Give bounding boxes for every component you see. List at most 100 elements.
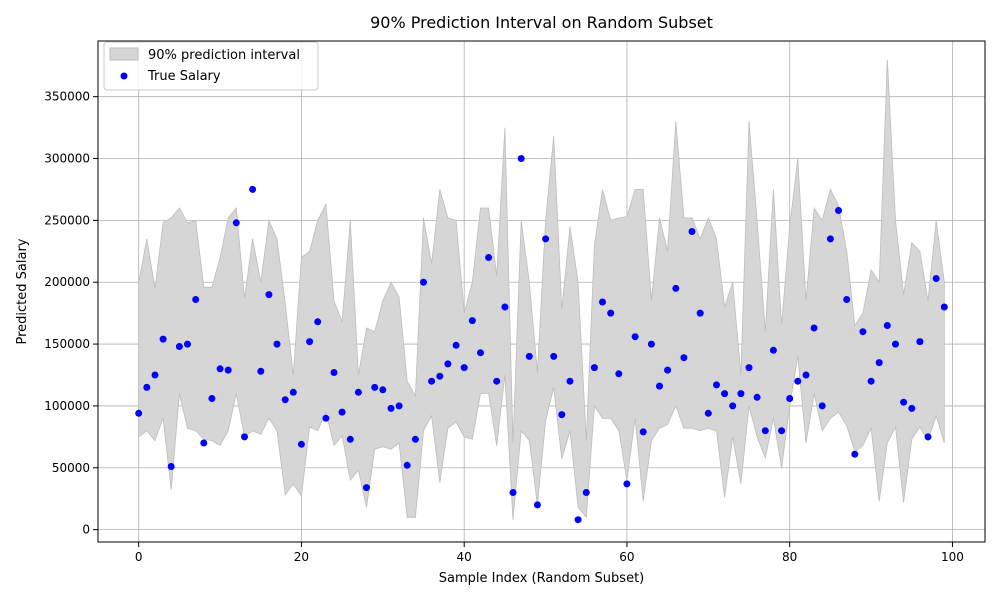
true-salary-points	[135, 155, 948, 524]
true-salary-point	[387, 404, 395, 412]
true-salary-point	[590, 364, 598, 372]
y-axis-ticks: 0 50000 100000 150000 200000 250000 300000 3500…	[44, 90, 98, 537]
true-salary-point	[647, 340, 655, 348]
true-salary-point	[143, 383, 151, 391]
true-salary-point	[525, 352, 533, 360]
true-salary-point	[468, 317, 476, 325]
true-salary-point	[485, 254, 493, 261]
y-tick-label: 50000	[52, 461, 90, 475]
true-salary-point	[656, 382, 663, 390]
x-tick-label: 40	[457, 550, 472, 564]
true-salary-point	[582, 489, 590, 496]
true-salary-point	[786, 395, 794, 402]
true-salary-point	[175, 343, 183, 350]
true-salary-point	[883, 322, 891, 329]
true-salary-point	[135, 409, 143, 417]
true-salary-point	[306, 338, 314, 346]
legend-points-marker	[120, 72, 128, 80]
true-salary-point	[281, 396, 289, 404]
true-salary-point	[216, 365, 224, 373]
true-salary-point	[257, 367, 265, 375]
true-salary-point	[932, 275, 940, 282]
true-salary-point	[232, 219, 240, 227]
true-salary-point	[794, 377, 802, 385]
true-salary-point	[721, 390, 729, 398]
y-tick-label: 350000	[44, 90, 90, 104]
true-salary-point	[940, 303, 948, 311]
true-salary-point	[330, 369, 338, 376]
true-salary-point	[908, 404, 916, 412]
true-salary-point	[241, 433, 248, 441]
true-salary-point	[452, 341, 460, 349]
true-salary-point	[346, 435, 354, 443]
true-salary-point	[599, 298, 606, 306]
true-salary-point	[843, 296, 851, 303]
true-salary-point	[151, 371, 159, 379]
true-salary-point	[688, 228, 696, 235]
x-tick-label: 20	[294, 550, 309, 564]
true-salary-point	[436, 372, 444, 380]
true-salary-point	[550, 352, 558, 360]
true-salary-point	[509, 489, 517, 496]
chart-title: 90% Prediction Interval on Random Subset	[370, 13, 713, 32]
true-salary-point	[672, 284, 680, 292]
true-salary-point	[249, 185, 257, 193]
true-salary-point	[631, 333, 639, 341]
true-salary-point	[493, 377, 501, 385]
true-salary-point	[501, 303, 509, 311]
true-salary-point	[737, 390, 745, 398]
true-salary-point	[273, 340, 281, 348]
true-salary-point	[607, 309, 615, 317]
true-salary-point	[338, 408, 346, 416]
y-tick-label: 250000	[44, 213, 90, 227]
legend-interval-swatch	[109, 47, 139, 61]
true-salary-point	[428, 377, 436, 385]
true-salary-point	[566, 377, 574, 385]
true-salary-point	[322, 414, 330, 422]
x-tick-label: 0	[135, 550, 143, 564]
true-salary-point	[769, 346, 777, 354]
true-salary-point	[371, 383, 379, 391]
true-salary-point	[851, 450, 859, 458]
true-salary-point	[802, 371, 810, 379]
true-salary-point	[761, 427, 769, 435]
legend-box	[103, 41, 319, 91]
y-tick-label: 300000	[44, 152, 90, 166]
true-salary-point	[208, 395, 216, 402]
true-salary-point	[900, 398, 908, 406]
true-salary-point	[420, 278, 427, 286]
true-salary-point	[729, 402, 737, 410]
true-salary-point	[460, 364, 468, 372]
true-salary-point	[875, 359, 883, 367]
true-salary-point	[395, 402, 403, 410]
y-tick-label: 0	[82, 523, 90, 537]
prediction-interval-band	[138, 59, 945, 520]
true-salary-point	[639, 428, 647, 436]
true-salary-point	[354, 388, 362, 396]
true-salary-point	[363, 484, 370, 492]
true-salary-point	[184, 340, 191, 348]
y-tick-label: 100000	[44, 399, 90, 413]
true-salary-point	[167, 463, 175, 470]
true-salary-point	[574, 516, 582, 524]
true-salary-point	[477, 349, 484, 357]
true-salary-point	[623, 480, 631, 488]
true-salary-point	[826, 235, 834, 243]
true-salary-point	[159, 335, 167, 343]
x-tick-label: 80	[782, 550, 797, 564]
y-axis-label: Predicted Salary	[15, 238, 30, 344]
x-tick-label: 100	[941, 550, 964, 564]
true-salary-point	[615, 370, 623, 378]
true-salary-point	[778, 427, 786, 435]
true-salary-point	[297, 440, 305, 448]
true-salary-point	[200, 439, 208, 447]
true-salary-point	[517, 155, 525, 162]
legend-interval-label: 90% prediction interval	[148, 48, 300, 63]
true-salary-point	[403, 461, 411, 469]
true-salary-point	[916, 338, 924, 346]
true-salary-point	[835, 207, 842, 214]
true-salary-point	[224, 366, 232, 374]
true-salary-point	[444, 360, 452, 368]
true-salary-point	[664, 366, 672, 374]
